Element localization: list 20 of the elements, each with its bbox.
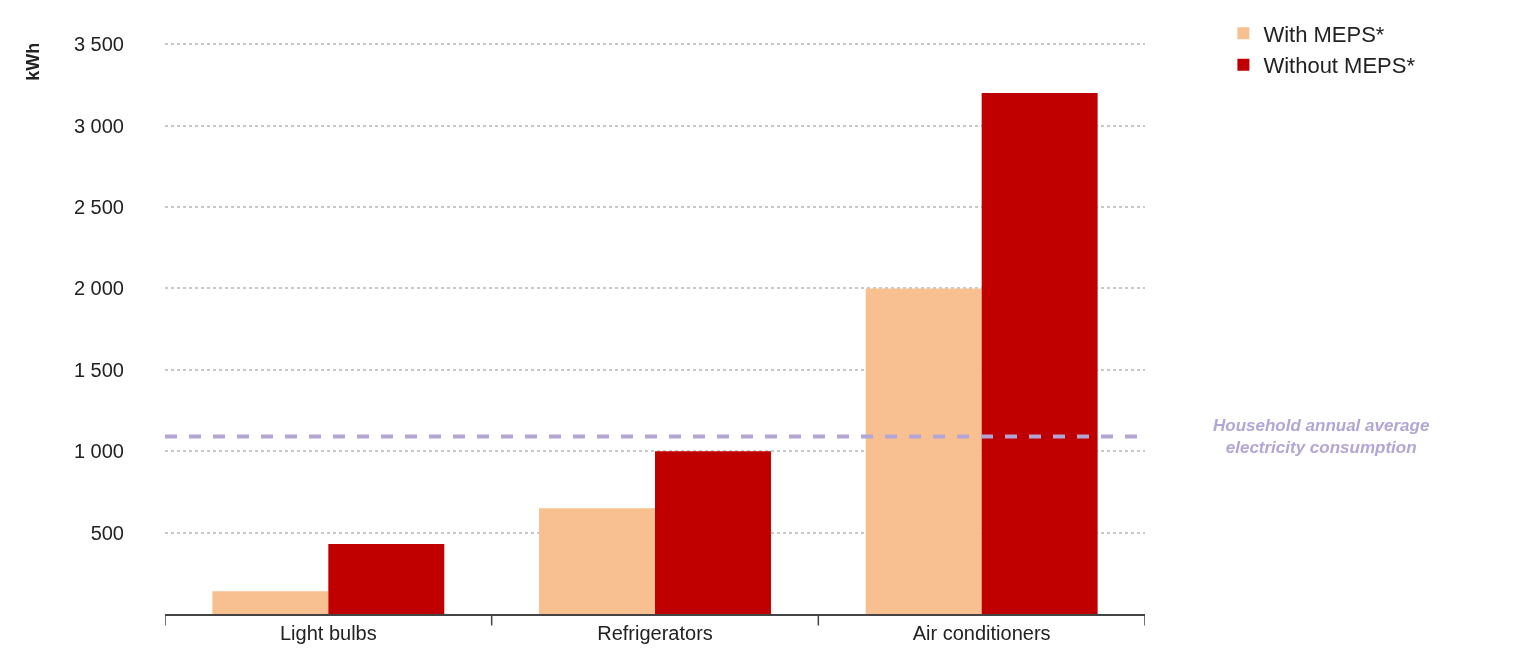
legend-label: Without MEPS* bbox=[1263, 53, 1416, 79]
bar bbox=[539, 508, 655, 614]
x-tick-label: Refrigerators bbox=[597, 621, 713, 644]
x-tick-label: Air conditioners bbox=[912, 621, 1051, 644]
y-tick-label: 1 500 bbox=[73, 358, 124, 381]
bar bbox=[655, 451, 771, 614]
bar bbox=[212, 591, 329, 614]
y-tick-label: 2 000 bbox=[73, 277, 124, 300]
ref-line-label: Household annual average electricity consumption bbox=[1213, 416, 1430, 458]
y-tick-label: 1 000 bbox=[73, 440, 124, 463]
y-tick-label: 500 bbox=[90, 521, 124, 544]
bar bbox=[865, 288, 982, 614]
y-tick-label: 3 500 bbox=[73, 33, 124, 56]
bar bbox=[328, 544, 445, 614]
bar bbox=[981, 93, 1098, 614]
y-tick-label: 2 500 bbox=[73, 196, 124, 219]
y-tick-label: 3 000 bbox=[73, 114, 124, 137]
y-axis-title: kWh bbox=[22, 42, 43, 81]
legend-label: With MEPS* bbox=[1263, 21, 1385, 47]
x-tick-label: Light bulbs bbox=[279, 621, 377, 644]
